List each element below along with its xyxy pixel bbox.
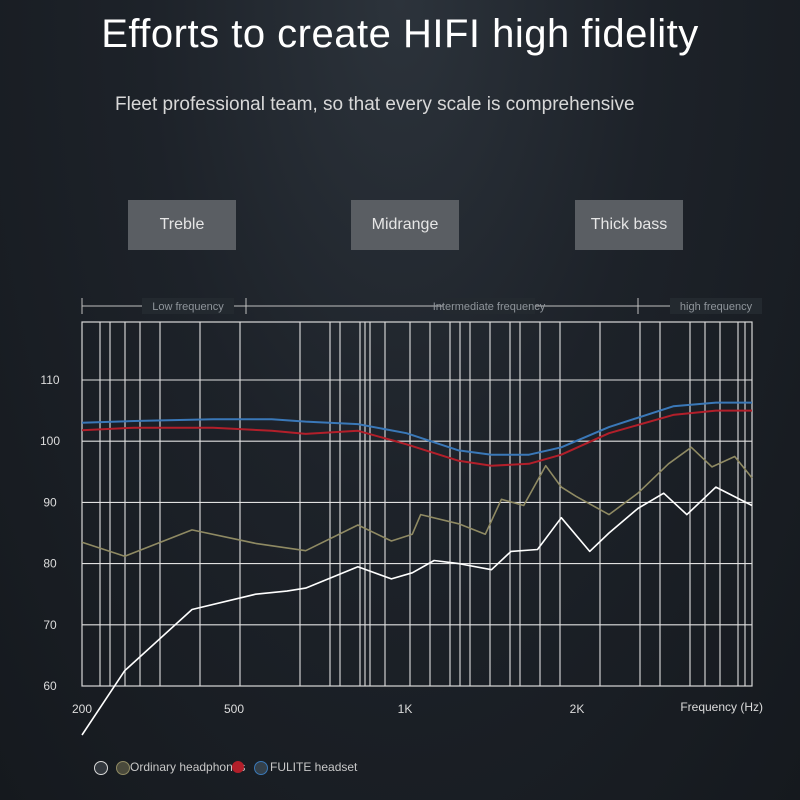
legend-dot-white bbox=[94, 761, 108, 775]
band-label-bg bbox=[142, 298, 234, 314]
series-line-2 bbox=[81, 446, 753, 558]
y-tick-label: 110 bbox=[40, 373, 59, 387]
y-tick-label: 60 bbox=[43, 679, 57, 693]
tag-thick-bass: Thick bass bbox=[575, 200, 683, 250]
page-title: Efforts to create HIFI high fidelity bbox=[101, 12, 699, 56]
frequency-bands: Low frequency Intermediate frequency high … bbox=[81, 298, 762, 314]
band-label: high frequency bbox=[680, 301, 753, 313]
x-tick-label: 1K bbox=[398, 702, 413, 716]
band-label: Low frequency bbox=[152, 301, 224, 313]
y-tick-label: 80 bbox=[43, 557, 57, 571]
x-axis-title: Frequency (Hz) bbox=[680, 700, 763, 714]
x-tick-label: 200 bbox=[72, 702, 92, 716]
page-subtitle: Fleet professional team, so that every s… bbox=[115, 94, 635, 115]
x-tick-label: 500 bbox=[224, 702, 244, 716]
legend-dot-red bbox=[232, 761, 244, 773]
y-tick-label: 100 bbox=[40, 434, 60, 448]
band-label-bg bbox=[443, 298, 535, 314]
tag-treble: Treble bbox=[128, 200, 236, 250]
band-label-bg bbox=[670, 298, 762, 314]
band-label: Intermediate frequency bbox=[433, 301, 546, 313]
y-tick-label: 90 bbox=[43, 495, 57, 509]
series-line-1 bbox=[81, 409, 752, 467]
chart-grid bbox=[81, 321, 753, 687]
plot-border bbox=[81, 321, 753, 687]
legend-dot-gold bbox=[116, 761, 130, 775]
x-tick-label: 2K bbox=[570, 702, 585, 716]
series-line-0 bbox=[81, 401, 752, 456]
legend-fulite-label: FULITE headset bbox=[270, 760, 358, 774]
chart-axes: 60 70 80 90 100 110 200 500 1K 2K Frequency (Hz) bbox=[40, 373, 763, 716]
chart-series bbox=[81, 401, 753, 736]
series-line-3 bbox=[81, 486, 753, 736]
y-tick-label: 70 bbox=[43, 618, 57, 632]
tag-midrange: Midrange bbox=[351, 200, 459, 250]
legend-dot-blue bbox=[254, 761, 268, 775]
legend-ordinary-label: Ordinary headphones bbox=[130, 760, 246, 774]
